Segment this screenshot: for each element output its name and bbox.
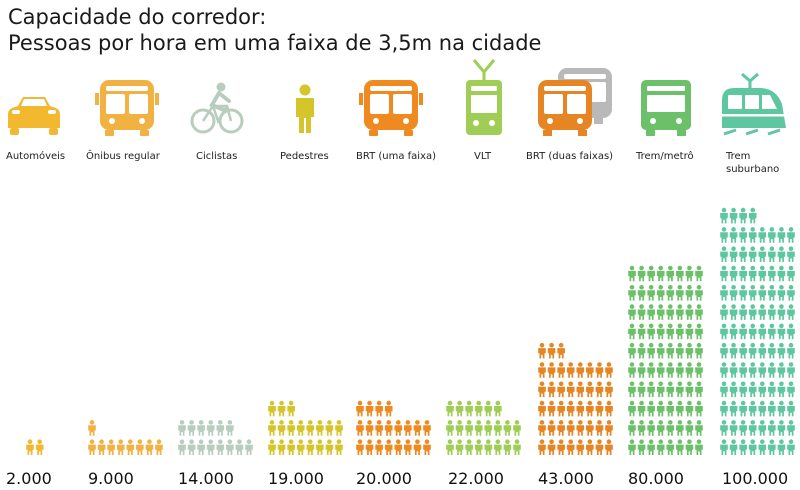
- category-label: Trem suburbano: [725, 151, 779, 175]
- value-label: 9.000: [88, 469, 134, 488]
- pedestrian-icon: [296, 84, 314, 133]
- category-label: BRT (uma faixa): [356, 151, 436, 162]
- metro-icon: [641, 80, 691, 136]
- value-bar: [628, 265, 703, 456]
- value-bar: [178, 420, 253, 456]
- car-icon: [8, 97, 60, 135]
- category-label: Ciclistas: [196, 151, 237, 162]
- chart-title-line-2: Pessoas por hora em uma faixa de 3,5m na…: [8, 31, 542, 55]
- value-label: 43.000: [538, 469, 594, 488]
- value-label: 80.000: [628, 469, 684, 488]
- category-label: Automóveis: [6, 150, 65, 162]
- category-label: BRT (duas faixas): [526, 151, 613, 162]
- double-bus-icon: [538, 68, 612, 136]
- category-label: Pedestres: [280, 151, 329, 162]
- value-bar: [446, 400, 521, 456]
- value-label: 100.000: [722, 469, 788, 488]
- bus-icon: [95, 80, 159, 136]
- value-bar: [88, 420, 163, 456]
- bus-icon: [359, 80, 423, 136]
- value-label: 22.000: [448, 469, 504, 488]
- value-bar: [538, 342, 613, 456]
- value-bar: [26, 439, 44, 456]
- category-label: Trem/metrô: [635, 150, 694, 162]
- value-label: 19.000: [268, 469, 324, 488]
- category-label: Ônibus regular: [86, 149, 161, 162]
- value-label: 2.000: [6, 469, 52, 488]
- category-label: VLT: [474, 151, 492, 162]
- train-icon: [722, 72, 786, 136]
- value-bar: [356, 400, 431, 456]
- chart-title-line-1: Capacidade do corredor:: [8, 5, 267, 29]
- bicycle-icon: [190, 82, 244, 134]
- tram-icon: [466, 59, 502, 135]
- value-bar: [720, 207, 795, 456]
- value-label: 14.000: [178, 469, 234, 488]
- value-bar: [268, 400, 343, 456]
- value-label: 20.000: [356, 469, 412, 488]
